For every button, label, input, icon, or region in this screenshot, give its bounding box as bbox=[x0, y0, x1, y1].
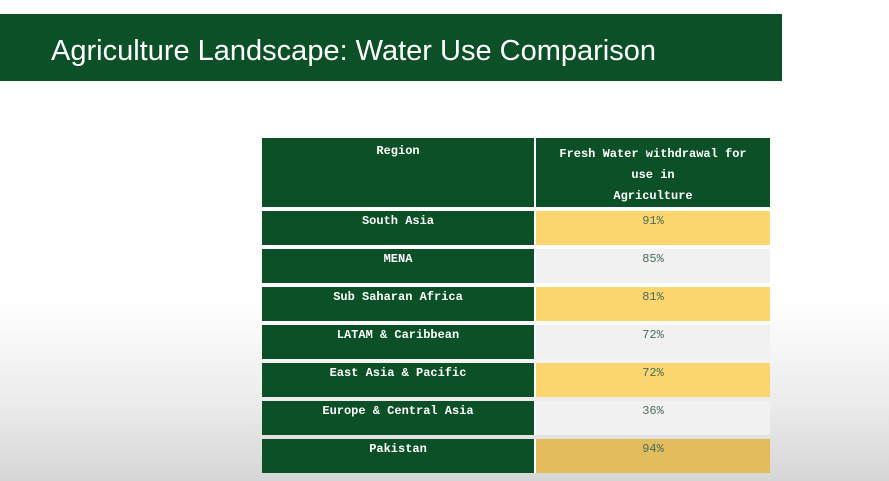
header-freshwater-line1: Fresh Water withdrawal for bbox=[559, 147, 747, 161]
region-cell: Sub Saharan Africa bbox=[262, 287, 536, 321]
value-cell: 91% bbox=[536, 211, 770, 245]
table-row: East Asia & Pacific 72% bbox=[262, 363, 770, 397]
table-row: LATAM & Caribbean 72% bbox=[262, 325, 770, 359]
region-cell: MENA bbox=[262, 249, 536, 283]
region-cell: Europe & Central Asia bbox=[262, 401, 536, 435]
region-cell: East Asia & Pacific bbox=[262, 363, 536, 397]
region-cell: South Asia bbox=[262, 211, 536, 245]
value-cell: 36% bbox=[536, 401, 770, 435]
header-freshwater-line2: use in bbox=[631, 168, 675, 182]
table-row: MENA 85% bbox=[262, 249, 770, 283]
water-use-table: Region Fresh Water withdrawal for use in… bbox=[262, 138, 770, 473]
value-cell: 85% bbox=[536, 249, 770, 283]
region-cell: Pakistan bbox=[262, 439, 536, 473]
header-region: Region bbox=[262, 138, 536, 207]
region-cell: LATAM & Caribbean bbox=[262, 325, 536, 359]
table-header-row: Region Fresh Water withdrawal for use in… bbox=[262, 138, 770, 207]
header-freshwater-line3: Agriculture bbox=[613, 189, 693, 203]
value-cell: 81% bbox=[536, 287, 770, 321]
table-row: Europe & Central Asia 36% bbox=[262, 401, 770, 435]
title-bar bbox=[0, 14, 782, 81]
table-row-pakistan: Pakistan 94% bbox=[262, 439, 770, 473]
header-freshwater: Fresh Water withdrawal for use in Agricu… bbox=[536, 138, 770, 207]
slide-title: Agriculture Landscape: Water Use Compari… bbox=[51, 35, 656, 67]
value-cell: 94% bbox=[536, 439, 770, 473]
value-cell: 72% bbox=[536, 325, 770, 359]
table-row: Sub Saharan Africa 81% bbox=[262, 287, 770, 321]
table-row: South Asia 91% bbox=[262, 211, 770, 245]
value-cell: 72% bbox=[536, 363, 770, 397]
